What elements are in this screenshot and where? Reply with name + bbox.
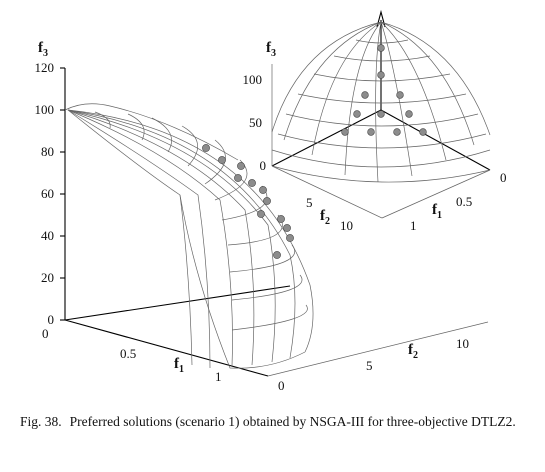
main-surface-mesh: [64, 103, 314, 369]
main-f2-tick: 10: [456, 336, 469, 351]
inset-solution-point: [377, 110, 385, 118]
inset-solution-point: [377, 71, 385, 79]
inset-f1-tick: 1: [410, 218, 417, 233]
main-f3-tick: 120: [35, 60, 55, 75]
main-f1-axis: [64, 319, 269, 377]
main-solution-point: [277, 215, 285, 223]
main-solution-point: [259, 186, 267, 194]
inset-f1-tick: 0.5: [456, 194, 472, 209]
inset-solution-point: [361, 91, 369, 99]
main-f2-label: f2: [408, 342, 418, 361]
figure-svg: 0 20 40 60 80 100 120 f3 0 0.5 1 f1 0 5 …: [35, 9, 507, 393]
main-solution-point: [202, 144, 210, 152]
inset-f3-tick: 0: [260, 158, 267, 173]
inset-floor-front-right: [381, 169, 491, 219]
main-floor-line: [64, 285, 291, 321]
inset-solution-point: [367, 128, 375, 136]
inset-solution-point: [419, 128, 427, 136]
main-f1-tick: 1: [215, 369, 222, 384]
main-f3-tick: 60: [41, 186, 54, 201]
main-f3-tick: 40: [41, 228, 54, 243]
inset-floor-front-left: [271, 165, 383, 219]
main-f1-label: f1: [174, 356, 184, 375]
inset-solution-point: [377, 44, 385, 52]
inset-f3-tick: 50: [249, 115, 262, 130]
main-points: [202, 144, 294, 259]
inset-f1-tick: 0: [500, 170, 507, 185]
inset-f2-tick: 10: [340, 218, 353, 233]
inset-solution-point: [396, 91, 404, 99]
main-f2-tick: 5: [366, 358, 373, 373]
main-f2-axis: [267, 321, 489, 377]
main-solution-point: [286, 234, 294, 242]
main-f1-tick: 0: [42, 326, 49, 341]
main-f3-tick: 20: [41, 270, 54, 285]
inset-points: [341, 44, 427, 136]
main-f3-tick: 80: [41, 144, 54, 159]
main-f3-label: f3: [38, 40, 48, 59]
inset-f2-tick: 5: [306, 195, 313, 210]
inset-f2-axis: [271, 109, 382, 167]
main-solution-point: [257, 210, 265, 218]
main-solution-point: [263, 197, 271, 205]
inset-dome-mesh: [271, 21, 491, 183]
main-solution-point: [283, 224, 291, 232]
main-solution-point: [234, 174, 242, 182]
caption-label: Fig. 38.: [20, 414, 62, 429]
inset-f3-label: f3: [266, 40, 276, 59]
figure-caption: Fig. 38. Preferred solutions (scenario 1)…: [20, 413, 525, 430]
inset-solution-point: [393, 128, 401, 136]
inset-solution-point: [405, 110, 413, 118]
main-solution-point: [218, 156, 226, 164]
main-solution-point: [248, 179, 256, 187]
inset-f3-arrow: [376, 9, 386, 28]
main-solution-point: [237, 162, 245, 170]
main-f1-tick: 0.5: [120, 346, 136, 361]
inset-plot: 100 50 0 f3 5 10 f2 0 0.5 1 f1: [243, 9, 507, 233]
inset-solution-point: [353, 110, 361, 118]
inset-f3-tick: 100: [243, 72, 263, 87]
figure: 0 20 40 60 80 100 120 f3 0 0.5 1 f1 0 5 …: [35, 9, 507, 393]
main-f3-tick: 0: [48, 312, 55, 327]
main-f2-tick: 0: [278, 378, 285, 393]
inset-f1-label: f1: [432, 202, 442, 221]
inset-solution-point: [341, 128, 349, 136]
inset-f2-label: f2: [320, 208, 330, 227]
caption-text: Preferred solutions (scenario 1) obtaine…: [69, 414, 516, 429]
main-f3-tick: 100: [35, 102, 55, 117]
inset-f1-axis: [380, 109, 491, 171]
main-solution-point: [273, 251, 281, 259]
